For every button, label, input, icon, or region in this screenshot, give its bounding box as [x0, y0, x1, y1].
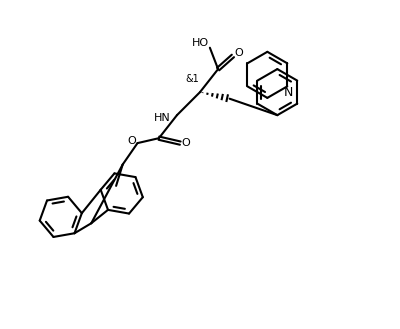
Text: HO: HO — [192, 38, 208, 48]
Text: O: O — [128, 137, 137, 146]
Text: &1: &1 — [185, 74, 199, 84]
Text: HN: HN — [154, 113, 170, 123]
Text: O: O — [234, 48, 243, 58]
Text: N: N — [284, 86, 294, 99]
Text: O: O — [182, 138, 190, 148]
